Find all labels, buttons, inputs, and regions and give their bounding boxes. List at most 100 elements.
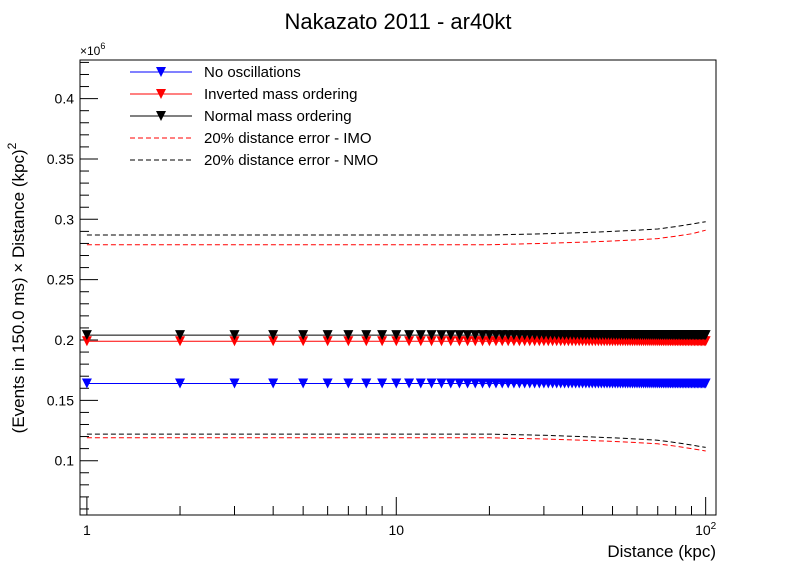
data-point [415, 336, 426, 347]
x-tick-label-base: 10 [695, 522, 711, 538]
x-axis-label: Distance (kpc) [607, 542, 716, 561]
series-group [81, 330, 711, 341]
data-point [415, 378, 426, 389]
plot-frame [79, 59, 717, 516]
data-point [484, 330, 495, 341]
data-point [391, 378, 402, 389]
error-band-upper [86, 229, 706, 246]
data-point [361, 336, 372, 347]
data-point [426, 336, 437, 347]
data-point [391, 336, 402, 347]
data-point [377, 336, 388, 347]
data-point [298, 330, 309, 341]
series-group [86, 221, 706, 448]
legend-label: 20% distance error - IMO [204, 130, 372, 147]
y-multiplier-base: ×10 [80, 44, 101, 58]
data-point [268, 330, 279, 341]
error-band-lower [86, 437, 706, 452]
data-point [445, 330, 456, 341]
y-multiplier: ×106 [80, 41, 105, 58]
data-point [404, 336, 415, 347]
data-point [454, 336, 465, 347]
series-group [86, 229, 706, 452]
data-point [391, 330, 402, 341]
x-tick-label-base: 10 [388, 522, 404, 538]
legend-item: No oscillations [130, 64, 301, 81]
data-point [700, 330, 711, 341]
y-tick-label: 0.35 [47, 151, 74, 167]
data-point [322, 336, 333, 347]
x-tick-label-base: 1 [83, 522, 91, 538]
y-axis-label-exponent: 2 [5, 142, 19, 149]
data-point [462, 336, 473, 347]
y-multiplier-exponent: 6 [100, 41, 105, 51]
data-point [477, 336, 488, 347]
chart-title: Nakazato 2011 - ar40kt [284, 9, 511, 34]
data-point [81, 336, 92, 347]
data-point [700, 378, 711, 389]
data-point [268, 336, 279, 347]
data-point [268, 378, 279, 389]
data-point [470, 330, 481, 341]
legend-label: Normal mass ordering [204, 108, 352, 125]
data-point [322, 330, 333, 341]
x-tick-label: 102 [695, 521, 717, 538]
legend-label: 20% distance error - NMO [204, 152, 378, 169]
legend-item: Normal mass ordering [130, 108, 352, 125]
data-point [445, 378, 456, 389]
data-point [322, 378, 333, 389]
data-point [404, 378, 415, 389]
data-point [298, 336, 309, 347]
y-tick-label: 0.3 [55, 211, 75, 227]
data-point [490, 336, 501, 347]
data-point [470, 378, 481, 389]
data-point [436, 336, 447, 347]
error-band-upper [86, 221, 706, 236]
error-band-lower [86, 433, 706, 448]
data-point [175, 330, 186, 341]
data-point [377, 378, 388, 389]
y-axis-label-times: × [9, 263, 28, 273]
data-point [343, 330, 354, 341]
y-tick-label: 0.1 [55, 453, 75, 469]
data-point [477, 378, 488, 389]
data-point [462, 378, 473, 389]
legend-item: Inverted mass ordering [130, 86, 357, 103]
data-point [436, 378, 447, 389]
data-point [298, 378, 309, 389]
data-point [229, 378, 240, 389]
legend-marker [156, 67, 166, 77]
data-point [454, 378, 465, 389]
data-point [377, 330, 388, 341]
legend-item: 20% distance error - IMO [130, 130, 372, 147]
data-point [404, 330, 415, 341]
data-point [436, 330, 447, 341]
legend-marker [156, 111, 166, 121]
data-point [490, 330, 501, 341]
data-point [426, 378, 437, 389]
data-point [81, 378, 92, 389]
series-layer [81, 221, 711, 452]
data-point [175, 336, 186, 347]
data-point [415, 330, 426, 341]
x-tick-label: 10 [388, 522, 404, 538]
legend: No oscillations Inverted mass ordering Nor… [130, 64, 378, 169]
legend-label: Inverted mass ordering [204, 86, 357, 103]
data-point [81, 330, 92, 341]
data-point [484, 336, 495, 347]
data-point [470, 336, 481, 347]
data-point [361, 330, 372, 341]
data-point [343, 378, 354, 389]
axes: 0.10.150.20.250.30.350.41 10 102 [47, 61, 717, 538]
series-group [81, 378, 711, 389]
data-point [343, 336, 354, 347]
x-tick-label: 1 [83, 522, 91, 538]
data-point [175, 378, 186, 389]
y-tick-label: 0.25 [47, 272, 74, 288]
data-point [445, 336, 456, 347]
legend-item: 20% distance error - NMO [130, 152, 378, 169]
legend-marker [156, 89, 166, 99]
data-point [477, 330, 488, 341]
